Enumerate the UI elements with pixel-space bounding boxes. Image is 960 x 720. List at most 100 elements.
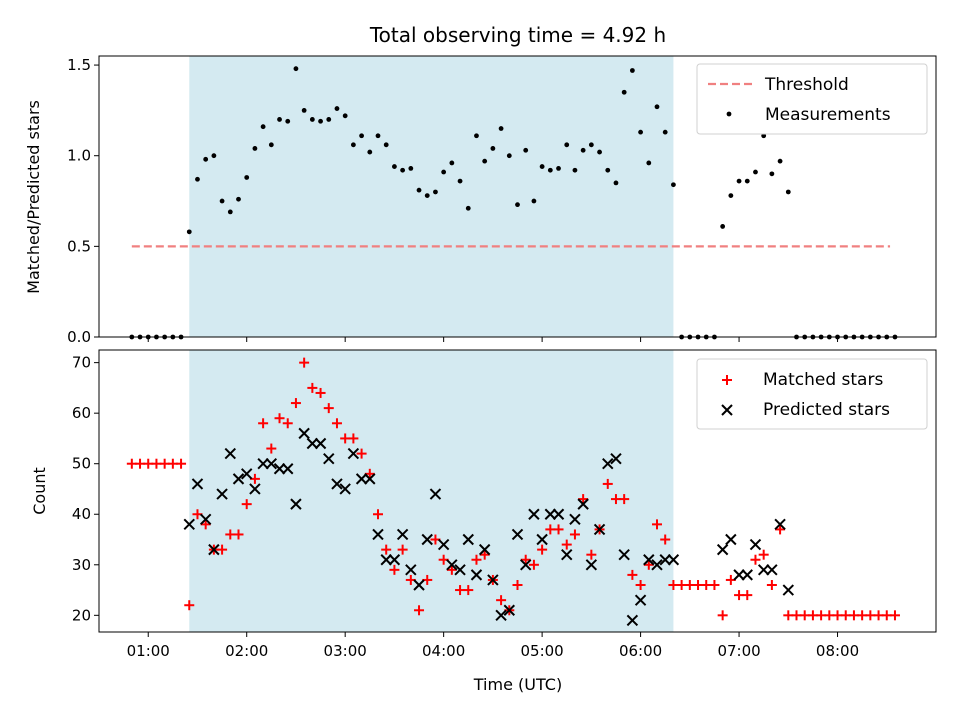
measurement-point [219,198,225,204]
measurement-point [490,146,496,151]
x-marker-b [733,569,745,581]
x-marker-b [643,554,655,566]
predicted-point [314,437,327,450]
predicted-point [733,569,745,581]
top-y-tick-label: 1.0 [67,147,91,165]
measurement-point [769,171,775,177]
measurements-legend-swatch [726,111,732,117]
measurement-point [506,153,512,159]
x-marker-b [249,483,261,495]
matched-point [553,524,564,535]
predicted-point [421,533,433,546]
x-marker-b [602,458,614,470]
top-x-ticks [147,337,839,342]
measurement-point [236,196,241,202]
matched-point [176,458,187,469]
predicted-point [561,548,573,561]
predicted-point [199,513,212,526]
x-marker-b [339,483,351,495]
measurement-point [671,182,676,188]
measurement-point [588,142,594,148]
x-marker-b [749,538,762,551]
predicted-point [331,478,343,490]
bottom-legend-box [696,358,928,430]
x-marker-b [766,564,778,576]
measurement-point [498,126,504,131]
x-marker-b [405,564,417,576]
predicted-point [216,488,228,500]
predicted-point [643,554,655,566]
measurement-point [515,202,520,208]
predicted-point [429,488,442,500]
x-marker-b [306,437,319,450]
measurement-point [580,147,586,153]
measurement-point [392,164,397,169]
matched-point [528,559,539,570]
matched-legend-label: Matched stars [763,370,883,390]
matched-point [348,433,359,444]
measurement-point [597,149,602,155]
matched-legend-swatch [722,375,732,385]
x-marker-b [183,518,195,531]
matched-point [307,382,318,393]
measurement-point [285,118,291,124]
predicted-point [282,463,294,475]
x-marker-b [569,513,581,526]
x-marker-b [519,559,532,571]
x-marker-b [725,533,737,546]
x-marker-b [577,498,589,510]
predicted-point [651,559,663,571]
measurement-point [416,187,422,193]
x-marker-b [544,508,557,520]
x-marker-b [495,609,507,622]
predicted-legend-marker [721,404,733,416]
matched-point [331,418,342,429]
measurement-point [195,176,200,182]
matched-point [323,403,334,414]
predicted-point [462,533,474,546]
matched-point [217,544,228,555]
predicted-point [634,594,647,606]
predicted-point [470,569,483,581]
matched-point [889,610,900,621]
predicted-point [364,473,376,485]
bottom-x-tick-label: 05:00 [521,642,564,660]
predicted-point [552,508,565,520]
x-marker-b [462,533,474,546]
x-marker-b [290,498,302,510]
bottom-x-tick-label: 07:00 [717,642,760,660]
matched-point [373,509,383,520]
matched-point [602,478,613,489]
predicted-point [536,533,548,546]
x-marker-b [610,452,622,465]
matched-point [258,418,269,429]
matched-point [266,443,277,454]
bottom-x-tick-label: 04:00 [422,642,465,660]
measurement-point [375,133,381,139]
x-marker-b [618,548,630,561]
measurement-point [359,133,364,139]
measurement-point [383,142,389,148]
matched-point [381,544,392,555]
measurement-point [465,205,471,211]
x-marker-b [634,594,647,606]
measurement-point [720,224,726,229]
measurement-point [621,89,627,95]
bottom-x-tick-label: 08:00 [816,642,859,660]
measurement-point [572,167,578,173]
x-marker-b [429,488,442,500]
predicted-point [667,554,680,566]
measurement-point [424,193,430,198]
x-marker-b [446,559,458,571]
measurement-point [186,229,192,235]
predicted-point [355,473,368,485]
x-marker-b [721,404,733,416]
predicted-point [503,604,516,616]
predicted-point [569,513,581,526]
predicted-point [240,468,253,480]
predicted-point [487,574,499,586]
predicted-point [577,498,589,510]
x-marker-b [593,523,606,536]
x-marker-b [208,543,220,556]
measurement-point [531,198,537,204]
